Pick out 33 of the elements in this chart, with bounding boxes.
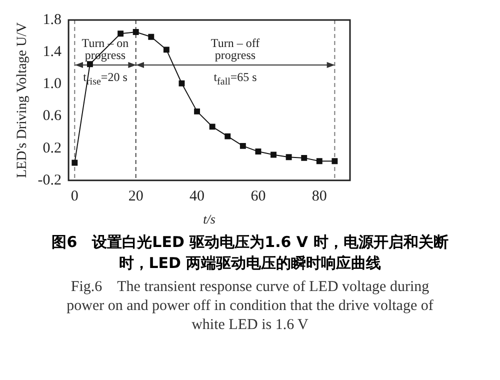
annotation: t$_{fall}$=65 s	[214, 70, 257, 88]
point	[224, 133, 231, 140]
y-tick-label: 1.8	[42, 12, 62, 28]
point	[72, 160, 78, 166]
point	[332, 158, 338, 164]
x-tick-label: 40	[190, 188, 205, 204]
y-tick-label: 1.0	[42, 76, 62, 92]
point	[301, 154, 308, 161]
x-axis-title: t/s	[203, 212, 216, 227]
point	[240, 142, 246, 149]
annotation: Turn – off progress	[210, 36, 260, 62]
y-axis-title: LED's Driving Voltage U/V	[15, 22, 30, 178]
point	[316, 158, 322, 164]
y-tick-label: -0.2	[38, 172, 62, 188]
x-tick-label: 60	[250, 188, 266, 204]
x-tick-label: 20	[128, 188, 144, 204]
text: 图6 设置白光LED 驱动电压为1.6 V 时，电源开启和关断时，LED 两端驱动电压的瞬时响应曲线	[50, 232, 450, 274]
point	[178, 80, 185, 86]
point	[286, 154, 292, 160]
y-tick-label: 0.2	[42, 140, 62, 156]
point	[194, 108, 200, 114]
point	[209, 124, 216, 130]
y-tick-label: 0.6	[42, 108, 62, 124]
point	[148, 34, 154, 40]
point	[118, 30, 124, 37]
x-tick-label: 0	[70, 188, 78, 204]
y-tick-label: 1.4	[42, 44, 62, 60]
point	[255, 148, 262, 155]
text: Fig.6 The transient response curve of LED voltage during power on and power off in condition that the drive voltage of white LED is 1.6 V	[66, 278, 434, 335]
point	[270, 152, 276, 158]
point	[132, 29, 139, 36]
x-tick-label: 80	[312, 188, 327, 204]
point	[163, 46, 170, 53]
